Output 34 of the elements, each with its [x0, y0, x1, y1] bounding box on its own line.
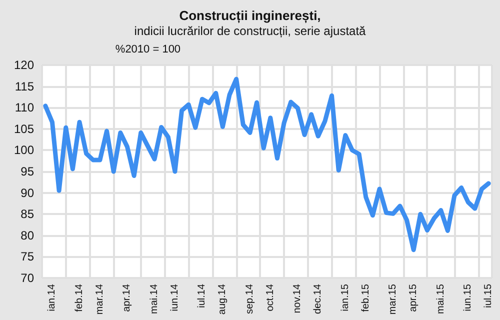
- x-tick-label: mai.14: [149, 284, 160, 314]
- x-tick-label: dec.14: [312, 284, 324, 314]
- y-tick-label: 85: [20, 207, 34, 222]
- x-tick-label: feb.14: [74, 284, 85, 312]
- y-tick-label: 110: [14, 100, 34, 115]
- x-tick-label: iun.15: [462, 284, 474, 312]
- y-tick-label: 120: [14, 58, 34, 72]
- x-tick-label: apr.14: [122, 284, 133, 312]
- x-tick-label: sep.14: [244, 284, 256, 314]
- x-tick-label: mai.15: [435, 284, 446, 314]
- chart-title: Construcții inginerești,: [179, 8, 321, 24]
- line-series: [43, 76, 491, 252]
- x-tick-label: oct.14: [264, 284, 276, 312]
- chart-subtitle: indicii lucrărilor de construcții, serie ajustată: [134, 24, 366, 38]
- x-tick-label: nov.14: [292, 284, 304, 314]
- x-tick-label: mar.15: [388, 284, 399, 315]
- x-tick-label: feb.15: [360, 284, 372, 312]
- y-tick-label: 70: [20, 271, 34, 285]
- y-tick-label: 115: [14, 79, 34, 94]
- y-tick-label: 75: [20, 250, 34, 264]
- x-tick-label: iul.15: [483, 284, 494, 308]
- x-tick-label: ian.15: [340, 284, 351, 312]
- x-tick-label: aug.14: [217, 284, 228, 315]
- y-tick-label: 105: [14, 122, 34, 136]
- x-tick-label: ian.14: [46, 284, 58, 312]
- y-tick-label: 80: [20, 228, 34, 242]
- x-tick-label: mar.14: [94, 284, 106, 315]
- y-tick-label: 100: [14, 143, 34, 158]
- y-axis-title: %2010 = 100: [115, 44, 181, 56]
- y-tick-label: 90: [20, 186, 34, 200]
- x-tick-label: apr.15: [408, 284, 420, 312]
- x-tick-label: iul.14: [196, 284, 208, 308]
- y-tick-label: 95: [20, 164, 34, 178]
- x-tick-label: iun.14: [169, 284, 180, 312]
